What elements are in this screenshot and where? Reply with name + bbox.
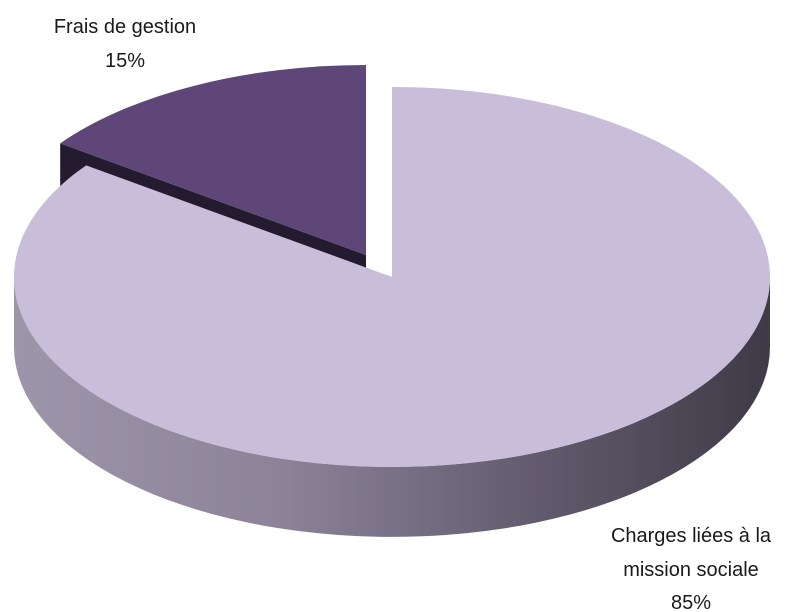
pie-slice-side-charges — [14, 277, 770, 537]
slice-label-charges-line2: mission sociale — [623, 559, 759, 581]
slice-label-charges-line1: Charges liées à la — [611, 525, 772, 547]
pie-slices — [13, 65, 771, 537]
slice-percent-frais-de-gestion: 15% — [105, 50, 145, 72]
slice-label-frais-de-gestion: Frais de gestion — [54, 16, 196, 38]
pie-slice-top-charges — [13, 87, 771, 467]
pie-slice-top-frais-de-gestion — [60, 65, 366, 255]
slice-percent-charges: 85% — [671, 592, 711, 612]
pie-labels: Frais de gestion 15% Charges liées à la … — [54, 16, 772, 612]
